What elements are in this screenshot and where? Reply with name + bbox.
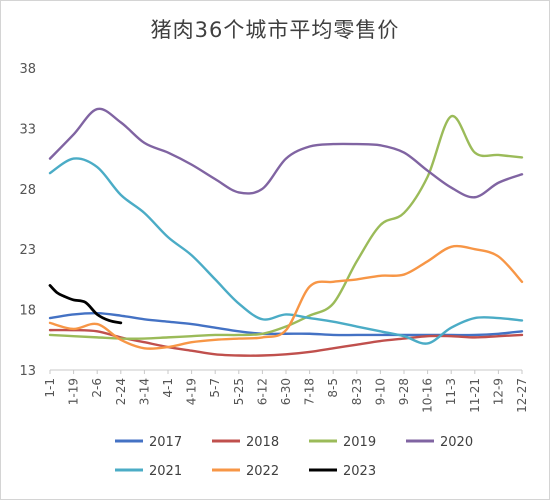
legend-item-2020: 2020 (406, 435, 473, 450)
series-line-2020 (48, 107, 524, 199)
legend-item-2017: 2017 (115, 435, 182, 450)
legend-item-2022: 2022 (212, 464, 279, 479)
legend-item-2023: 2023 (309, 464, 376, 479)
x-tick-label: 3-14 (137, 378, 151, 405)
x-tick-label: 11-3 (444, 378, 458, 405)
x-tick-label: 12-9 (491, 378, 505, 405)
y-tick-label: 33 (19, 122, 36, 137)
x-tick-label: 9-28 (397, 378, 411, 405)
x-axis: 1-1 1-19 2-6 2-24 3-14 4-1 4-19 5-7 5-25 6-12 6-30… (43, 369, 529, 413)
y-tick-label: 38 (19, 62, 36, 77)
x-tick-label: 2-6 (90, 378, 104, 398)
legend-item-2018: 2018 (212, 435, 279, 450)
x-tick-label: 6-12 (255, 378, 269, 405)
y-tick-label: 13 (19, 364, 36, 379)
x-tick-label: 4-19 (185, 378, 199, 405)
y-axis: 13 18 23 28 33 38 (19, 62, 36, 379)
series-line-2023 (48, 284, 123, 325)
x-tick-label: 5-7 (208, 378, 222, 398)
x-tick-label: 6-30 (279, 378, 293, 405)
x-tick-label: 1-19 (67, 378, 81, 405)
legend-item-2019: 2019 (309, 435, 376, 450)
chart-title: 猪肉36个城市平均零售价 (150, 18, 400, 42)
legend-label: 2021 (149, 464, 182, 479)
x-tick-label: 8-23 (350, 378, 364, 405)
y-tick-label: 23 (19, 243, 36, 258)
x-tick-label: 9-10 (373, 378, 387, 405)
legend-label: 2018 (246, 435, 279, 450)
series-line-2021 (48, 157, 524, 345)
x-tick-label: 2-24 (114, 378, 128, 405)
legend-label: 2019 (343, 435, 376, 450)
x-tick-label: 5-25 (232, 378, 246, 405)
x-tick-label: 11-21 (468, 378, 482, 413)
y-tick-label: 18 (19, 304, 36, 319)
x-tick-label: 7-18 (303, 378, 317, 405)
legend-label: 2023 (343, 464, 376, 479)
legend-label: 2017 (149, 435, 182, 450)
legend-item-2021: 2021 (115, 464, 182, 479)
x-tick-label: 10-16 (421, 378, 435, 413)
x-tick-label: 4-1 (161, 378, 175, 398)
x-tick-label: 12-27 (515, 378, 529, 413)
legend-label: 2020 (440, 435, 473, 450)
legend: 2017 2018 2019 2020 2021 2022 2023 (115, 435, 473, 479)
x-tick-label: 8-5 (326, 378, 340, 398)
legend-label: 2022 (246, 464, 279, 479)
series-line-2019 (48, 115, 524, 340)
series-line-2022 (48, 244, 524, 350)
series-lines (48, 107, 524, 357)
x-tick-label: 1-1 (43, 378, 57, 398)
y-tick-label: 28 (19, 183, 36, 198)
